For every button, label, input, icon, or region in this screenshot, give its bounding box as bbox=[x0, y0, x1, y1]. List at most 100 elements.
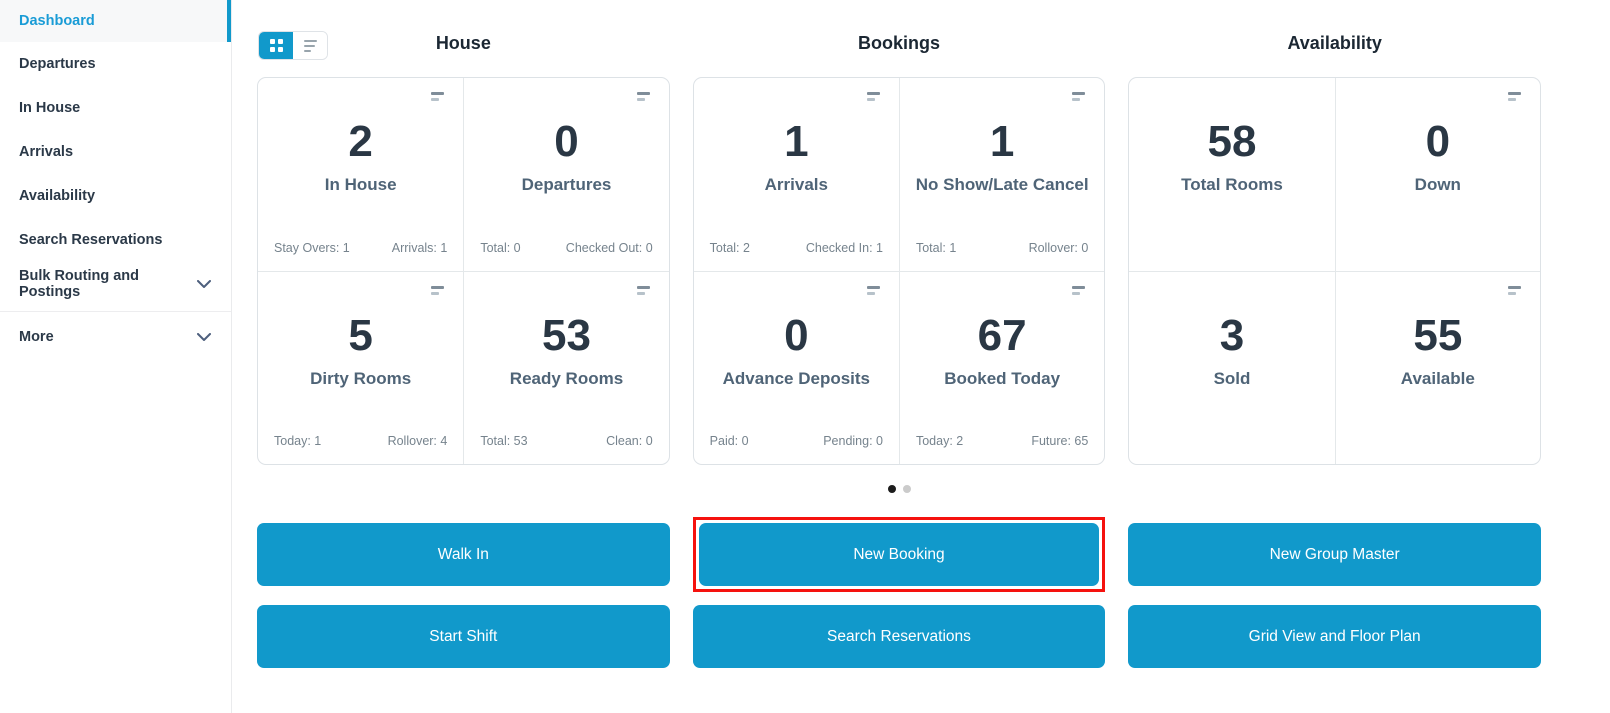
sidebar-item-in-house[interactable]: In House bbox=[0, 86, 231, 130]
sidebar-item-label: More bbox=[19, 329, 54, 345]
availability-card-group: 58 Total Rooms 0 Down 3 Sold 55 Availabl… bbox=[1128, 77, 1541, 465]
stat-value: 3 bbox=[1219, 310, 1245, 360]
stat-right: Checked In: 1 bbox=[805, 241, 883, 255]
view-toggle bbox=[258, 31, 328, 60]
card-menu-icon[interactable] bbox=[636, 92, 650, 101]
stat-left: Total: 0 bbox=[480, 241, 521, 255]
column-headers: House Bookings Availability bbox=[257, 0, 1541, 54]
column-title-house: House bbox=[435, 33, 491, 53]
card-footer: Stay Overs: 1 Arrivals: 1 bbox=[274, 241, 447, 255]
column-title-availability: Availability bbox=[1287, 33, 1382, 53]
highlight-annotation-box: New Booking bbox=[692, 517, 1106, 592]
stat-label: Advance Deposits bbox=[722, 368, 871, 388]
stat-left: Today: 2 bbox=[915, 434, 964, 448]
stat-value: 0 bbox=[784, 310, 809, 360]
carousel-dot-1[interactable] bbox=[887, 485, 896, 493]
card-menu-icon[interactable] bbox=[636, 286, 650, 295]
bookings-card-group: 1 Arrivals Total: 2 Checked In: 1 1 No S… bbox=[692, 77, 1106, 465]
stat-label: In House bbox=[324, 175, 397, 194]
card-footer: Total: 1 Rollover: 0 bbox=[916, 241, 1088, 255]
stat-label: Arrivals bbox=[764, 175, 828, 194]
stat-right: Future: 65 bbox=[1031, 434, 1089, 448]
sidebar-item-search-reservations[interactable]: Search Reservations bbox=[0, 218, 231, 262]
stat-card-arrivals[interactable]: 1 Arrivals Total: 2 Checked In: 1 bbox=[694, 78, 899, 271]
stat-card-available[interactable]: 55 Available bbox=[1334, 271, 1540, 464]
stat-label: Available bbox=[1400, 368, 1475, 388]
card-menu-icon[interactable] bbox=[1507, 92, 1521, 101]
action-buttons: Walk In New Booking New Group Master Sta… bbox=[257, 517, 1541, 668]
sidebar-item-more[interactable]: More bbox=[0, 315, 231, 359]
column-title-bookings: Bookings bbox=[857, 33, 940, 53]
stat-label: Total Rooms bbox=[1181, 175, 1283, 194]
sidebar-item-departures[interactable]: Departures bbox=[0, 42, 231, 86]
sidebar-item-label: Availability bbox=[19, 188, 96, 204]
card-footer: Total: 0 Checked Out: 0 bbox=[480, 241, 652, 255]
card-menu-icon[interactable] bbox=[866, 286, 880, 295]
card-menu-icon[interactable] bbox=[866, 92, 880, 101]
stat-card-booked-today[interactable]: 67 Booked Today Today: 2 Future: 65 bbox=[898, 271, 1105, 464]
start-shift-button[interactable]: Start Shift bbox=[257, 605, 670, 668]
sidebar-item-bulk-routing-and-postings[interactable]: Bulk Routing and Postings bbox=[0, 262, 231, 306]
search-reservations-button[interactable]: Search Reservations bbox=[692, 605, 1106, 668]
list-view-button[interactable] bbox=[293, 32, 327, 59]
grid-view-button[interactable] bbox=[259, 32, 293, 59]
stat-label: No Show/Late Cancel bbox=[915, 175, 1089, 194]
sidebar-item-label: Dashboard bbox=[19, 13, 95, 29]
stat-card-in-house[interactable]: 2 In House Stay Overs: 1 Arrivals: 1 bbox=[258, 78, 463, 271]
stat-card-advance-deposits[interactable]: 0 Advance Deposits Paid: 0 Pending: 0 bbox=[693, 271, 899, 464]
sidebar-item-dashboard[interactable]: Dashboard bbox=[0, 0, 231, 42]
card-footer: Total: 53 Clean: 0 bbox=[480, 434, 652, 448]
card-menu-icon[interactable] bbox=[431, 286, 445, 295]
stat-value: 53 bbox=[542, 310, 591, 360]
stat-right: Clean: 0 bbox=[606, 434, 653, 448]
sidebar-item-label: Bulk Routing and Postings bbox=[19, 268, 140, 300]
stat-value: 0 bbox=[1425, 117, 1451, 166]
stat-card-down[interactable]: 0 Down bbox=[1334, 78, 1540, 271]
sidebar-item-arrivals[interactable]: Arrivals bbox=[0, 130, 231, 174]
sidebar-divider bbox=[0, 311, 231, 312]
new-booking-button[interactable]: New Booking bbox=[698, 523, 1100, 586]
new-group-master-button[interactable]: New Group Master bbox=[1128, 523, 1541, 586]
stat-left: Total: 53 bbox=[480, 434, 528, 448]
walk-in-button[interactable]: Walk In bbox=[257, 523, 670, 586]
chevron-down-icon bbox=[197, 333, 211, 341]
grid-view-and-floor-plan-button[interactable]: Grid View and Floor Plan bbox=[1128, 605, 1541, 668]
stat-card-ready-rooms[interactable]: 53 Ready Rooms Total: 53 Clean: 0 bbox=[463, 271, 669, 464]
stat-label: Dirty Rooms bbox=[310, 368, 412, 388]
stat-card-sold[interactable]: 3 Sold bbox=[1129, 271, 1335, 464]
stat-label: Sold bbox=[1213, 368, 1251, 388]
card-footer: Today: 1 Rollover: 4 bbox=[274, 434, 447, 448]
stat-value: 55 bbox=[1413, 310, 1463, 360]
sidebar-item-label: Departures bbox=[19, 56, 96, 72]
stat-card-dirty-rooms[interactable]: 5 Dirty Rooms Today: 1 Rollover: 4 bbox=[258, 271, 464, 464]
sidebar-item-label: Arrivals bbox=[19, 144, 74, 160]
stat-right: Arrivals: 1 bbox=[391, 241, 448, 255]
card-menu-icon[interactable] bbox=[1072, 286, 1086, 295]
stat-card-no-show-late-cancel[interactable]: 1 No Show/Late Cancel Total: 1 Rollover:… bbox=[898, 78, 1104, 271]
sidebar-item-label: In House bbox=[19, 100, 81, 116]
stat-left: Today: 1 bbox=[274, 434, 322, 448]
card-footer: Today: 2 Future: 65 bbox=[916, 434, 1088, 448]
stat-label: Departures bbox=[521, 175, 612, 194]
card-menu-icon[interactable] bbox=[1072, 92, 1086, 101]
stat-card-total-rooms[interactable]: 58 Total Rooms bbox=[1129, 78, 1334, 271]
stat-right: Pending: 0 bbox=[823, 434, 883, 448]
stat-label: Down bbox=[1414, 175, 1461, 194]
card-menu-icon[interactable] bbox=[431, 92, 445, 101]
stat-right: Rollover: 0 bbox=[1028, 241, 1089, 255]
house-card-group: 2 In House Stay Overs: 1 Arrivals: 1 0 D… bbox=[257, 77, 670, 465]
grid-view-icon bbox=[269, 39, 283, 52]
stat-value: 67 bbox=[977, 310, 1027, 360]
card-footer: Total: 2 Checked In: 1 bbox=[710, 241, 883, 255]
main-content: House Bookings Availability 2 In House S… bbox=[257, 0, 1541, 668]
carousel-dot-2[interactable] bbox=[902, 485, 911, 493]
sidebar-item-availability[interactable]: Availability bbox=[0, 174, 231, 218]
stat-card-departures[interactable]: 0 Departures Total: 0 Checked Out: 0 bbox=[463, 78, 668, 271]
carousel-dots bbox=[257, 485, 1541, 493]
stat-value: 2 bbox=[348, 117, 373, 166]
card-menu-icon[interactable] bbox=[1507, 286, 1521, 295]
sidebar-item-label: Search Reservations bbox=[19, 232, 163, 248]
stat-right: Checked Out: 0 bbox=[565, 241, 653, 255]
stat-value: 0 bbox=[554, 117, 579, 166]
